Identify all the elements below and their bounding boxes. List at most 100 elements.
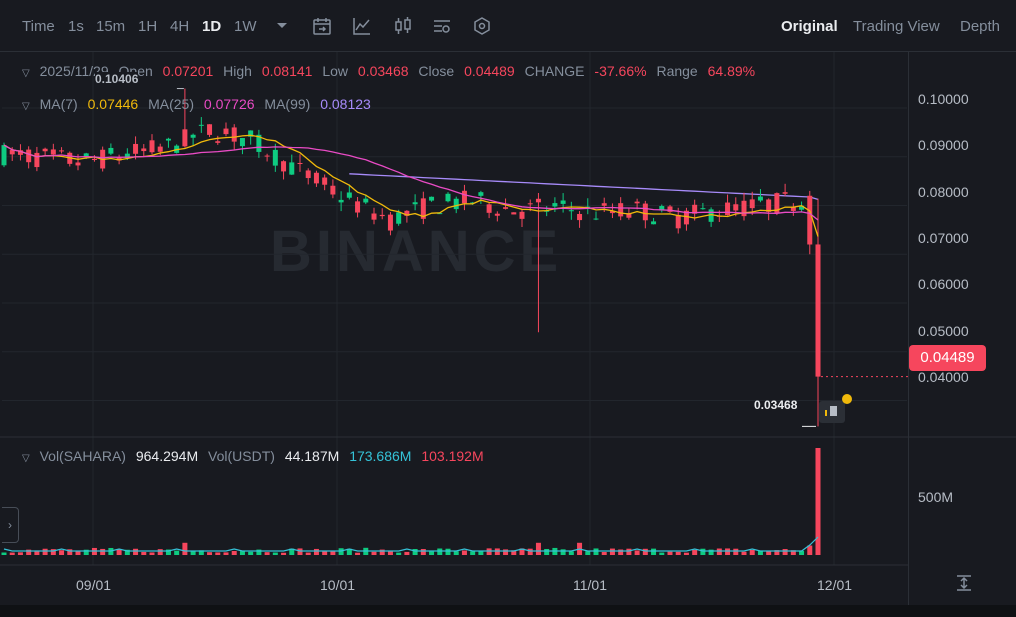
volume-bar <box>503 549 509 555</box>
volume-bar <box>437 548 443 555</box>
volume-bar <box>207 552 213 555</box>
low-label: Low <box>322 63 349 79</box>
chart-settings-icon[interactable] <box>432 16 452 36</box>
candle-body <box>59 150 65 152</box>
volume-bar <box>461 550 467 555</box>
volume-bar <box>239 551 245 555</box>
volume-bar <box>766 550 772 555</box>
volume-bar <box>133 548 139 555</box>
ma-info-row: ▽ MA(7) 0.07446 MA(25) 0.07726 MA(99) 0.… <box>22 96 377 112</box>
chart-date-range-icon[interactable] <box>312 16 332 36</box>
vol-usdt-label: Vol(USDT) <box>208 448 275 464</box>
volume-bar <box>67 549 73 555</box>
view-original[interactable]: Original <box>781 18 838 35</box>
candle-body <box>708 209 714 222</box>
candle-body <box>281 161 287 172</box>
interval-1h[interactable]: 1H <box>138 18 158 35</box>
volume-bar <box>1 552 7 555</box>
candle-body <box>141 148 147 152</box>
volume-bar <box>642 548 648 555</box>
candle-body <box>651 221 657 225</box>
candle-body <box>692 204 698 214</box>
candle-body <box>577 213 583 221</box>
vol-sahara-value: 964.294M <box>135 448 199 464</box>
volume-bar <box>527 548 533 555</box>
volume-bar <box>281 552 287 555</box>
ma25-line <box>3 144 819 221</box>
volume-bar <box>190 550 196 555</box>
x-tick: 10/01 <box>320 577 356 593</box>
x-tick: 11/01 <box>573 577 607 593</box>
volume-bar <box>338 548 344 555</box>
collapse-icon[interactable]: ▽ <box>22 68 30 79</box>
collapse-icon[interactable]: ▽ <box>22 453 30 464</box>
candle-body <box>124 153 130 159</box>
interval-4h[interactable]: 4H <box>170 18 190 35</box>
volume-bar <box>100 548 106 555</box>
volume-bar <box>272 552 278 555</box>
volume-bar <box>141 551 147 555</box>
volume-bar <box>494 548 500 555</box>
interval-time[interactable]: Time <box>22 18 55 35</box>
candle-body <box>239 138 245 147</box>
candle-body <box>1 145 7 166</box>
candle-body <box>387 214 393 231</box>
volume-bar <box>116 549 122 555</box>
volume-bar <box>59 550 65 555</box>
high-value: 0.08141 <box>261 63 313 79</box>
interval-1w[interactable]: 1W <box>234 18 257 35</box>
volume-bar <box>535 542 541 555</box>
candle-body <box>182 129 188 147</box>
ma7-label: MA(7) <box>39 96 78 112</box>
volume-bar <box>733 548 739 555</box>
view-trading-view[interactable]: Trading View <box>853 18 940 35</box>
volume-bar <box>453 551 459 555</box>
candle-body <box>429 196 435 201</box>
volume-bar <box>634 550 640 555</box>
volume-bar <box>544 548 550 555</box>
event-marker-icon[interactable] <box>819 401 845 423</box>
collapse-icon[interactable]: ▽ <box>22 101 30 112</box>
interval-1d[interactable]: 1D <box>202 18 222 35</box>
candle-body <box>445 193 451 202</box>
volume-bar <box>519 548 525 555</box>
candle-body <box>248 130 254 137</box>
candle-body <box>420 198 426 219</box>
interval-dropdown-icon[interactable] <box>274 17 294 37</box>
hexagon-icon[interactable] <box>472 16 492 36</box>
candle-body <box>667 206 673 212</box>
volume-bar <box>511 550 517 555</box>
volume-bar <box>716 548 722 555</box>
y-tick: 0.07000 <box>918 230 969 246</box>
volume-bar <box>157 549 163 555</box>
price-axis[interactable] <box>908 52 1016 605</box>
close-label: Close <box>418 63 455 79</box>
view-depth[interactable]: Depth <box>960 18 1001 35</box>
candle-body <box>700 208 706 210</box>
volume-bar <box>700 548 706 555</box>
candle-body <box>149 140 155 153</box>
x-tick: 09/01 <box>76 577 112 593</box>
candle-body <box>634 201 640 204</box>
interval-1s[interactable]: 1s <box>68 18 84 35</box>
candle-body <box>9 150 15 155</box>
volume-bar <box>174 550 180 555</box>
volume-bar <box>609 548 615 555</box>
candle-body <box>609 211 615 214</box>
candle-body <box>453 198 459 210</box>
candle-body <box>355 201 361 213</box>
candle-body <box>815 244 821 377</box>
volume-bar <box>165 549 171 555</box>
volume-bar <box>708 549 714 555</box>
interval-15m[interactable]: 15m <box>96 18 126 35</box>
candle-body <box>749 199 755 209</box>
candle-body <box>733 204 739 211</box>
volume-bar <box>248 551 254 555</box>
candle-type-icon[interactable] <box>393 16 413 36</box>
scale-toggle-icon[interactable] <box>955 574 973 597</box>
volume-bar <box>799 550 805 555</box>
indicator-icon[interactable] <box>352 16 372 36</box>
expand-panel-button[interactable]: › <box>2 507 19 543</box>
volume-bar <box>215 552 221 555</box>
